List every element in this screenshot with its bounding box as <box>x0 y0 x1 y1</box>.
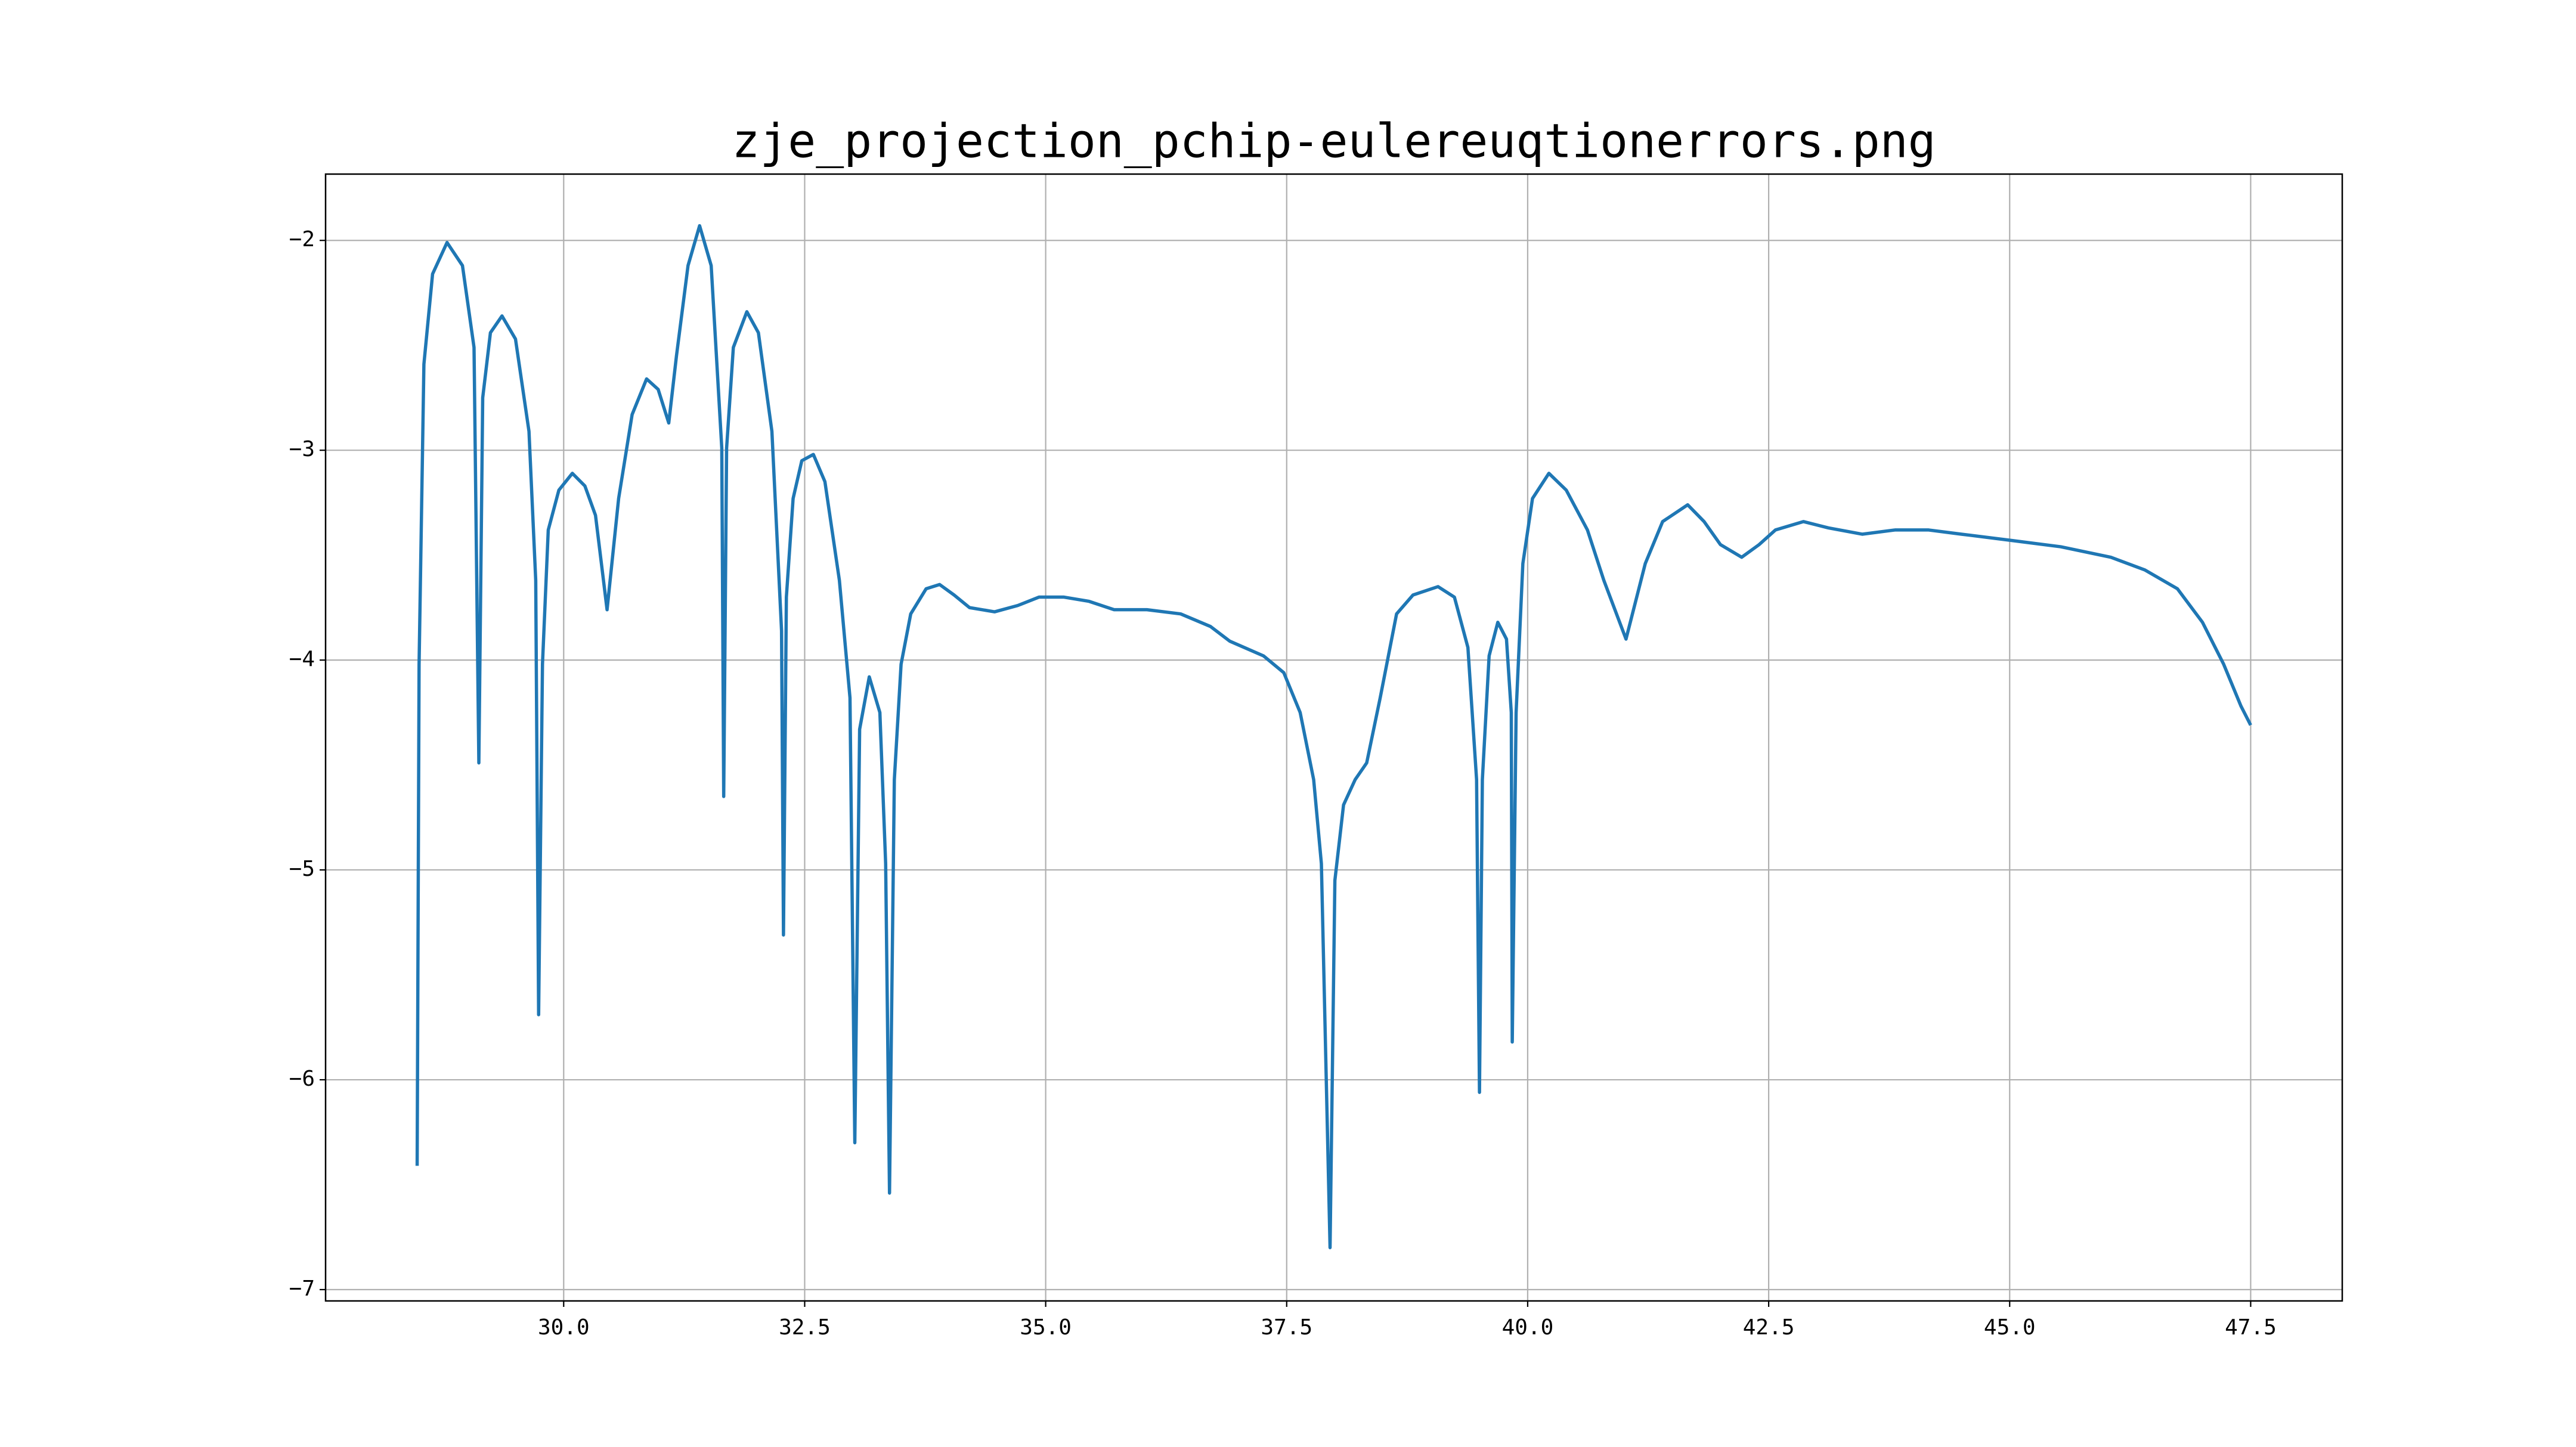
x-tick-label: 37.5 <box>1261 1315 1312 1340</box>
x-tick-label: 42.5 <box>1743 1315 1795 1340</box>
y-tick-label: −5 <box>289 857 315 881</box>
y-tick-label: −3 <box>289 437 315 461</box>
x-tick-label: 45.0 <box>1984 1315 2036 1340</box>
y-tick-label: −4 <box>289 647 315 671</box>
y-tick-label: −7 <box>289 1276 315 1301</box>
x-tick-label: 47.5 <box>2225 1315 2277 1340</box>
chart-title: zje_projection_pchip-eulereuqtionerrors.… <box>732 114 1936 168</box>
x-tick-label: 40.0 <box>1502 1315 1554 1340</box>
x-tick-label: 32.5 <box>779 1315 831 1340</box>
x-tick-label: 35.0 <box>1020 1315 1072 1340</box>
y-tick-label: −2 <box>289 227 315 252</box>
data-line <box>415 224 2252 1250</box>
x-tick-label: 30.0 <box>538 1315 590 1340</box>
plot-frame <box>324 173 2343 1302</box>
y-tick-label: −6 <box>289 1067 315 1091</box>
